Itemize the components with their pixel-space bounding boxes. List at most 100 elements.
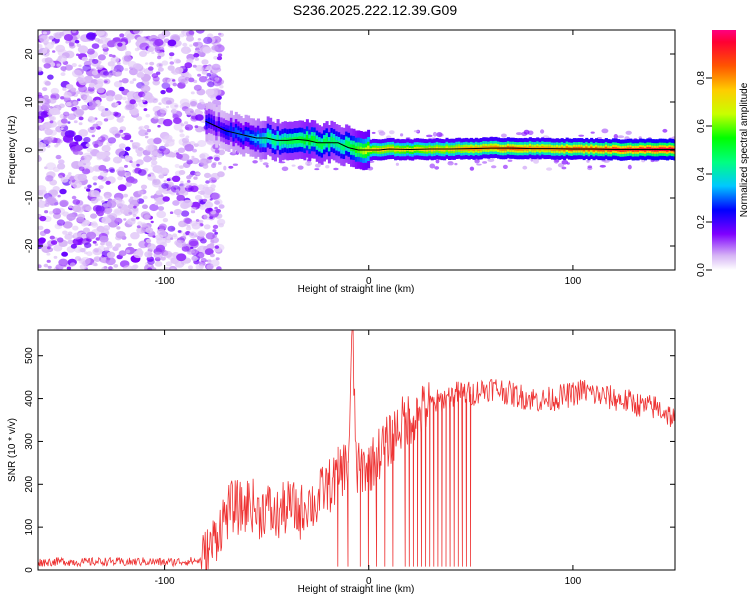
noise-speckle bbox=[125, 181, 132, 187]
noise-speckle bbox=[199, 52, 206, 57]
noise-speckle bbox=[96, 156, 102, 161]
noise-speckle bbox=[38, 111, 47, 120]
noise-speckle bbox=[156, 153, 163, 159]
noise-speckle bbox=[156, 62, 163, 68]
noise-speckle bbox=[186, 175, 192, 180]
noise-speckle bbox=[157, 67, 164, 72]
snr-x-tick-label: -100 bbox=[155, 576, 175, 587]
signal-track-cell bbox=[320, 142, 324, 149]
noise-speckle bbox=[127, 243, 132, 247]
heatmap-x-tick-label: -100 bbox=[155, 276, 175, 287]
noise-speckle bbox=[138, 129, 148, 137]
noise-speckle bbox=[44, 128, 53, 136]
signal-track-cell bbox=[247, 131, 251, 138]
signal-track-cell bbox=[350, 144, 353, 151]
colorbar-label: Normalized spectral amplitude bbox=[739, 82, 750, 217]
noise-speckle bbox=[125, 103, 135, 110]
signal-track-cell bbox=[587, 147, 591, 152]
noise-speckle bbox=[60, 176, 69, 183]
noise-speckle bbox=[184, 124, 194, 131]
noise-speckle bbox=[54, 144, 59, 148]
noise-speckle bbox=[76, 216, 85, 223]
noise-speckle bbox=[196, 248, 201, 251]
noise-speckle bbox=[82, 64, 92, 72]
noise-speckle bbox=[130, 217, 136, 222]
noise-speckle bbox=[198, 231, 205, 237]
noise-speckle bbox=[190, 246, 194, 250]
noise-speckle bbox=[95, 99, 101, 104]
noise-speckle bbox=[198, 264, 205, 269]
noise-speckle bbox=[211, 88, 222, 96]
noise-speckle bbox=[78, 85, 88, 93]
noise-speckle bbox=[136, 71, 145, 78]
noise-speckle bbox=[136, 226, 146, 234]
noise-speckle bbox=[184, 62, 193, 69]
noise-speckle bbox=[82, 219, 91, 226]
noise-speckle bbox=[199, 152, 210, 161]
noise-speckle bbox=[70, 262, 76, 267]
noise-speckle bbox=[158, 223, 167, 230]
heatmap-plot bbox=[38, 30, 675, 270]
noise-speckle bbox=[86, 48, 95, 55]
noise-speckle bbox=[166, 178, 171, 182]
noise-speckle bbox=[172, 82, 178, 87]
signal-track-cell bbox=[266, 132, 270, 139]
noise-speckle bbox=[162, 196, 170, 202]
noise-speckle bbox=[50, 189, 58, 196]
noise-speckle bbox=[153, 251, 163, 259]
colorbar-tick-label: 0.6 bbox=[696, 119, 707, 133]
noise-speckle bbox=[164, 266, 170, 270]
noise-speckle bbox=[93, 182, 97, 186]
noise-speckle bbox=[474, 158, 480, 164]
noise-speckle bbox=[333, 167, 339, 171]
noise-speckle bbox=[130, 139, 134, 143]
noise-speckle bbox=[59, 188, 67, 195]
noise-speckle bbox=[435, 159, 440, 164]
noise-speckle bbox=[158, 102, 162, 105]
signal-track-cell bbox=[259, 137, 263, 144]
noise-speckle bbox=[78, 129, 89, 137]
noise-speckle bbox=[131, 265, 138, 270]
noise-speckle bbox=[140, 184, 148, 190]
noise-speckle bbox=[214, 206, 218, 210]
noise-speckle bbox=[181, 210, 190, 217]
noise-speckle bbox=[186, 159, 193, 165]
snr-x-tick-label: 100 bbox=[565, 576, 582, 587]
noise-speckle bbox=[194, 108, 201, 114]
noise-speckle bbox=[161, 148, 171, 155]
signal-track-cell bbox=[244, 130, 248, 138]
noise-speckle bbox=[131, 161, 141, 169]
noise-speckle bbox=[204, 259, 208, 262]
noise-speckle bbox=[90, 198, 99, 204]
colorbar-axis: 0.0 0.2 0.4 0.6 0.8 bbox=[696, 71, 712, 277]
noise-speckle bbox=[39, 198, 43, 202]
noise-speckle bbox=[123, 193, 129, 198]
noise-speckle bbox=[180, 123, 185, 127]
noise-speckle bbox=[217, 149, 226, 156]
noise-speckle bbox=[113, 68, 117, 72]
noise-speckle bbox=[113, 264, 119, 268]
noise-speckle bbox=[103, 51, 108, 55]
noise-speckle bbox=[194, 194, 202, 201]
noise-speckle bbox=[71, 180, 75, 183]
noise-speckle bbox=[63, 91, 72, 99]
noise-speckle bbox=[181, 245, 190, 252]
noise-speckle bbox=[124, 134, 132, 141]
noise-speckle bbox=[101, 266, 107, 270]
noise-speckle bbox=[171, 108, 177, 114]
noise-speckle bbox=[109, 126, 119, 135]
noise-speckle bbox=[184, 108, 195, 116]
noise-speckle bbox=[211, 63, 221, 71]
noise-speckle bbox=[201, 59, 209, 65]
noise-speckle bbox=[142, 204, 148, 209]
noise-speckle bbox=[186, 35, 194, 42]
noise-speckle bbox=[174, 45, 178, 48]
noise-speckle bbox=[147, 267, 153, 270]
noise-speckle bbox=[122, 265, 133, 270]
noise-speckle bbox=[38, 185, 47, 193]
noise-speckle bbox=[69, 140, 74, 144]
noise-speckle bbox=[132, 30, 144, 35]
signal-track-cell bbox=[325, 137, 329, 144]
heatmap-y-tick-label: 0 bbox=[24, 147, 35, 153]
